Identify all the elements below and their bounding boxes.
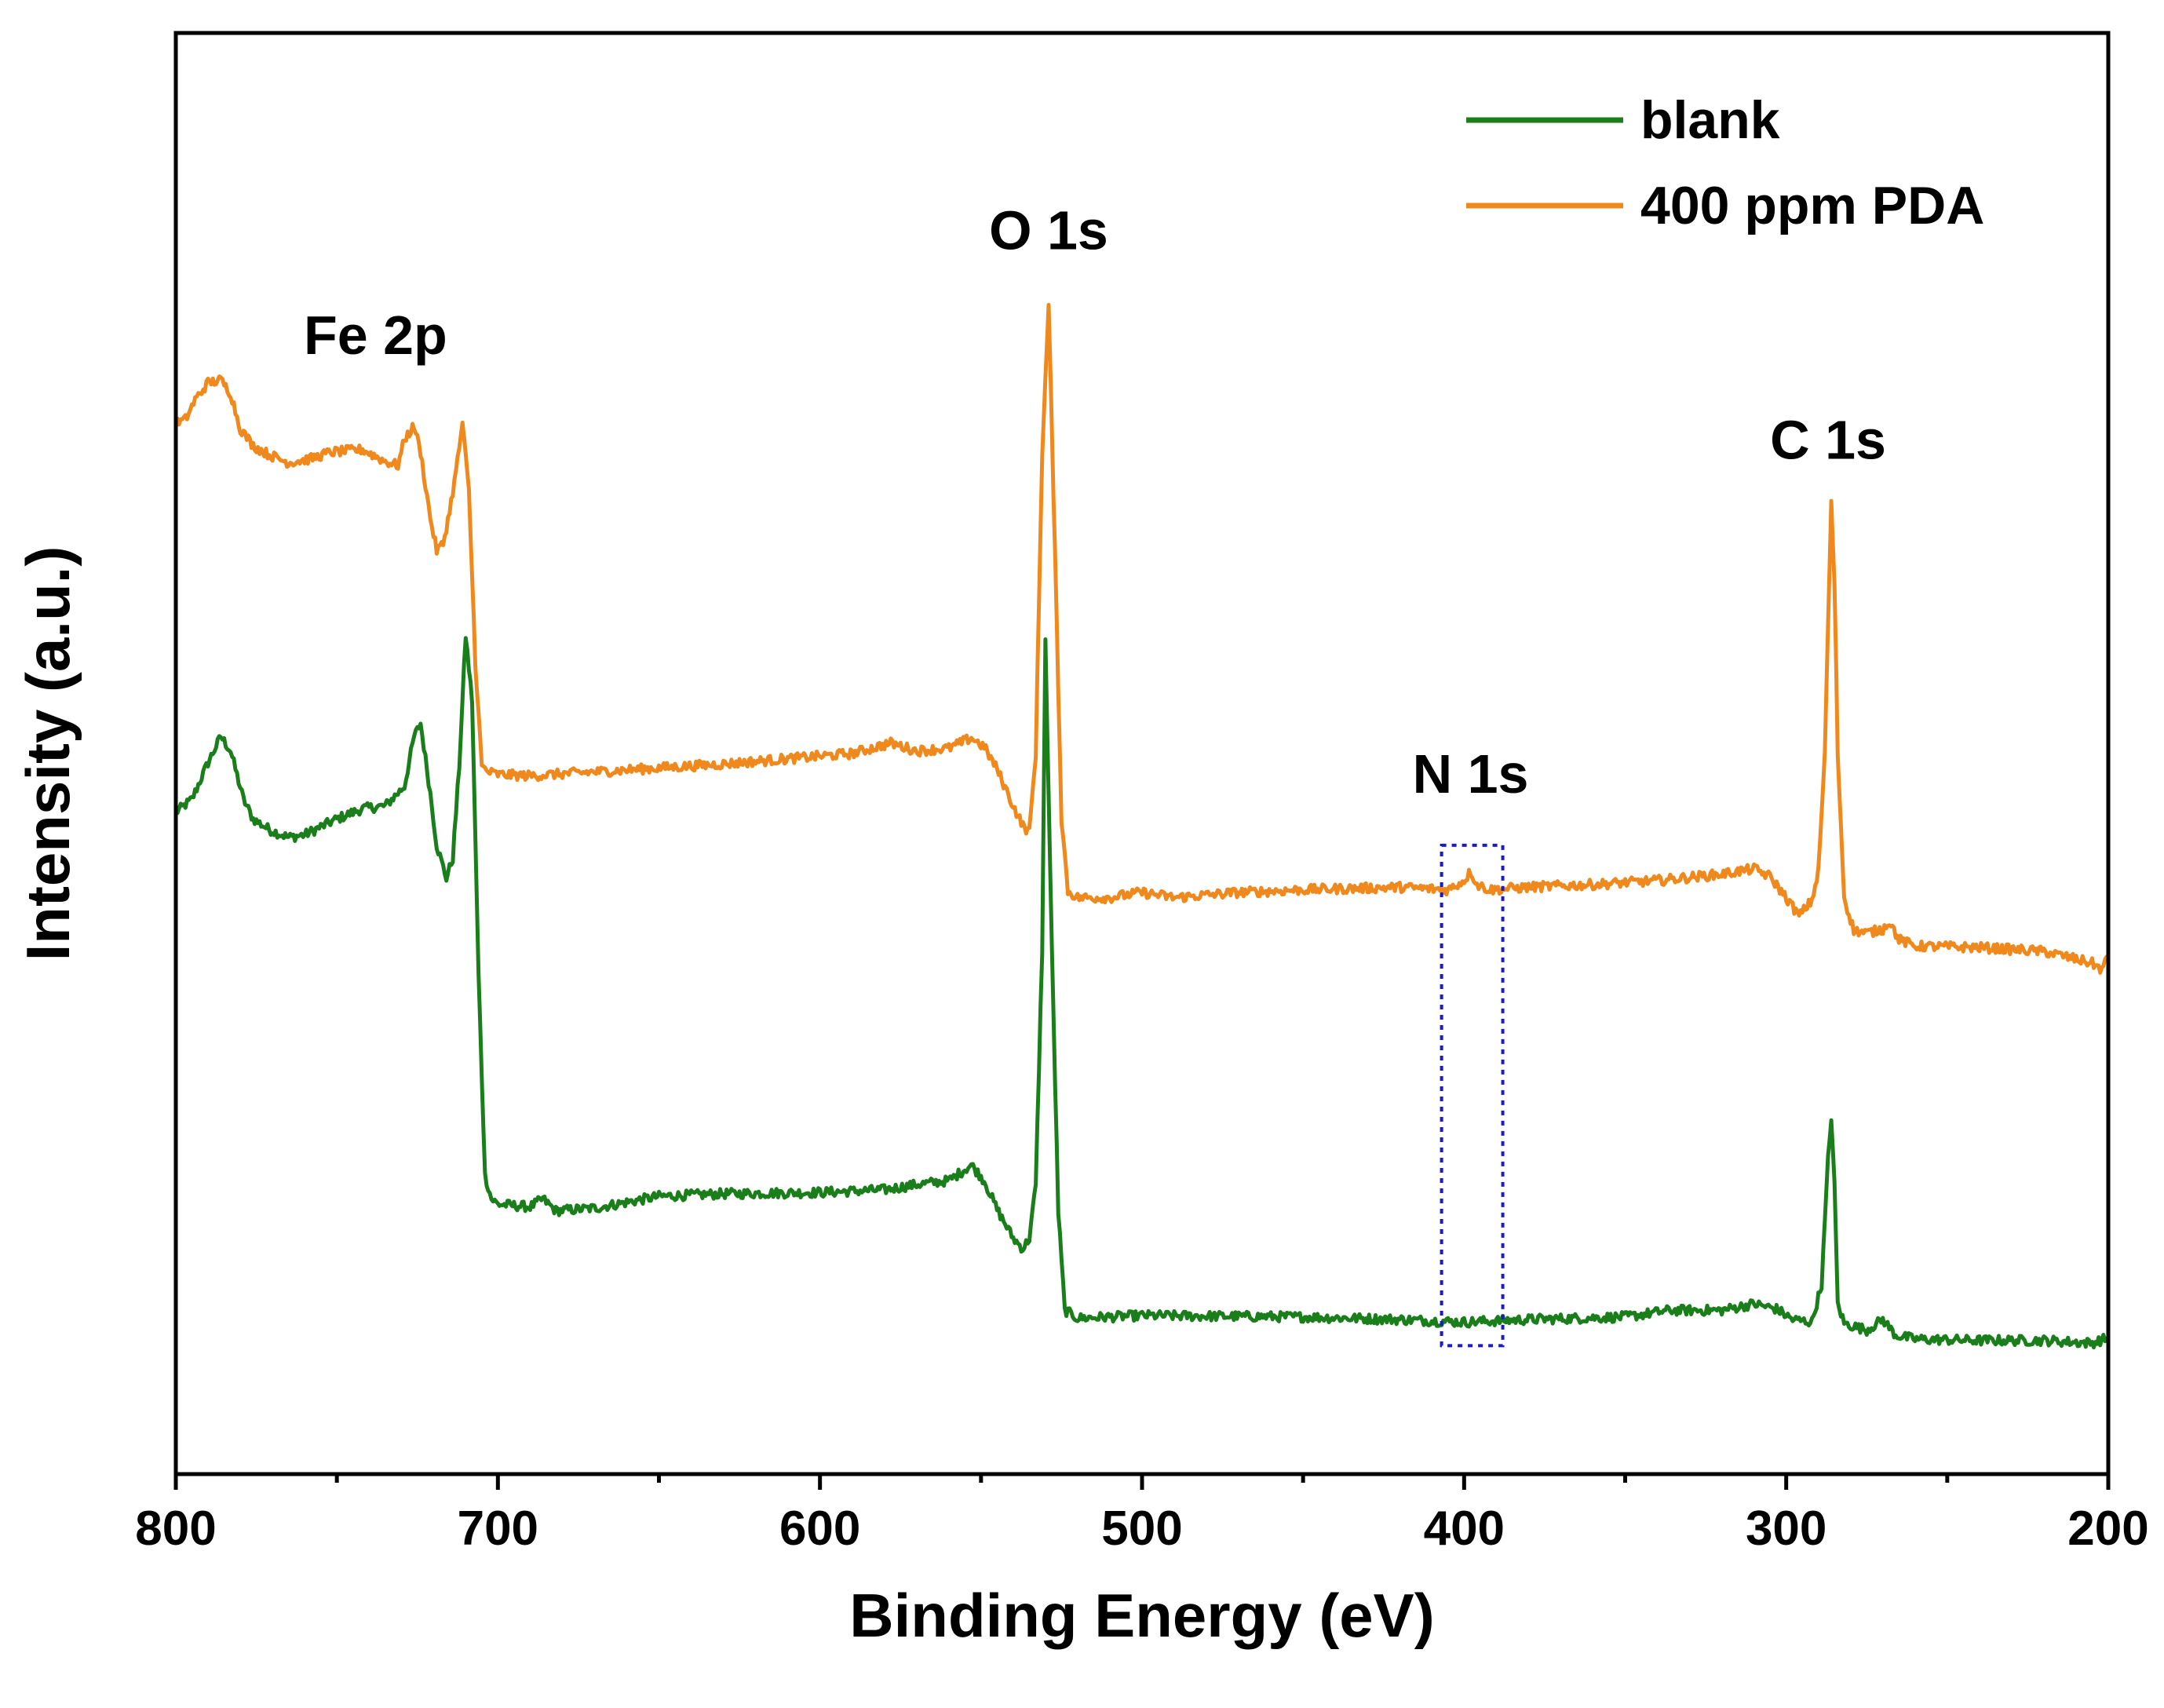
peak-label-fe-2p: Fe 2p <box>304 305 447 366</box>
legend: blank 400 ppm PDA <box>1466 90 1984 235</box>
x-tick-label: 800 <box>135 1502 216 1556</box>
legend-label-blank: blank <box>1640 90 1780 150</box>
legend-label-pda: 400 ppm PDA <box>1640 176 1984 235</box>
plot-area: Fe 2p O 1s C 1s N 1s <box>173 199 2111 1350</box>
peak-label-o-1s: O 1s <box>989 199 1108 261</box>
x-tick-label: 300 <box>1746 1502 1826 1556</box>
x-tick-label: 400 <box>1424 1502 1505 1556</box>
peak-label-c-1s: C 1s <box>1770 409 1886 470</box>
series-layer <box>173 302 2111 1350</box>
x-tick-label: 700 <box>458 1502 538 1556</box>
annotation-layer: Fe 2p O 1s C 1s N 1s <box>304 199 1886 805</box>
x-axis-label: Binding Energy (eV) <box>849 1581 1434 1650</box>
x-tick-label: 500 <box>1101 1502 1182 1556</box>
series-line-pda <box>173 302 2109 975</box>
x-tick-label: 600 <box>779 1502 860 1556</box>
series-line-blank <box>174 636 2111 1350</box>
x-tick-label: 200 <box>2067 1502 2148 1556</box>
y-axis-label: Intensity (a.u.) <box>13 546 82 962</box>
n1s-highlight-box <box>1440 843 1505 1348</box>
x-axis: 800 700 600 500 400 300 200 <box>135 1474 2149 1556</box>
peak-label-n-1s: N 1s <box>1413 743 1529 805</box>
